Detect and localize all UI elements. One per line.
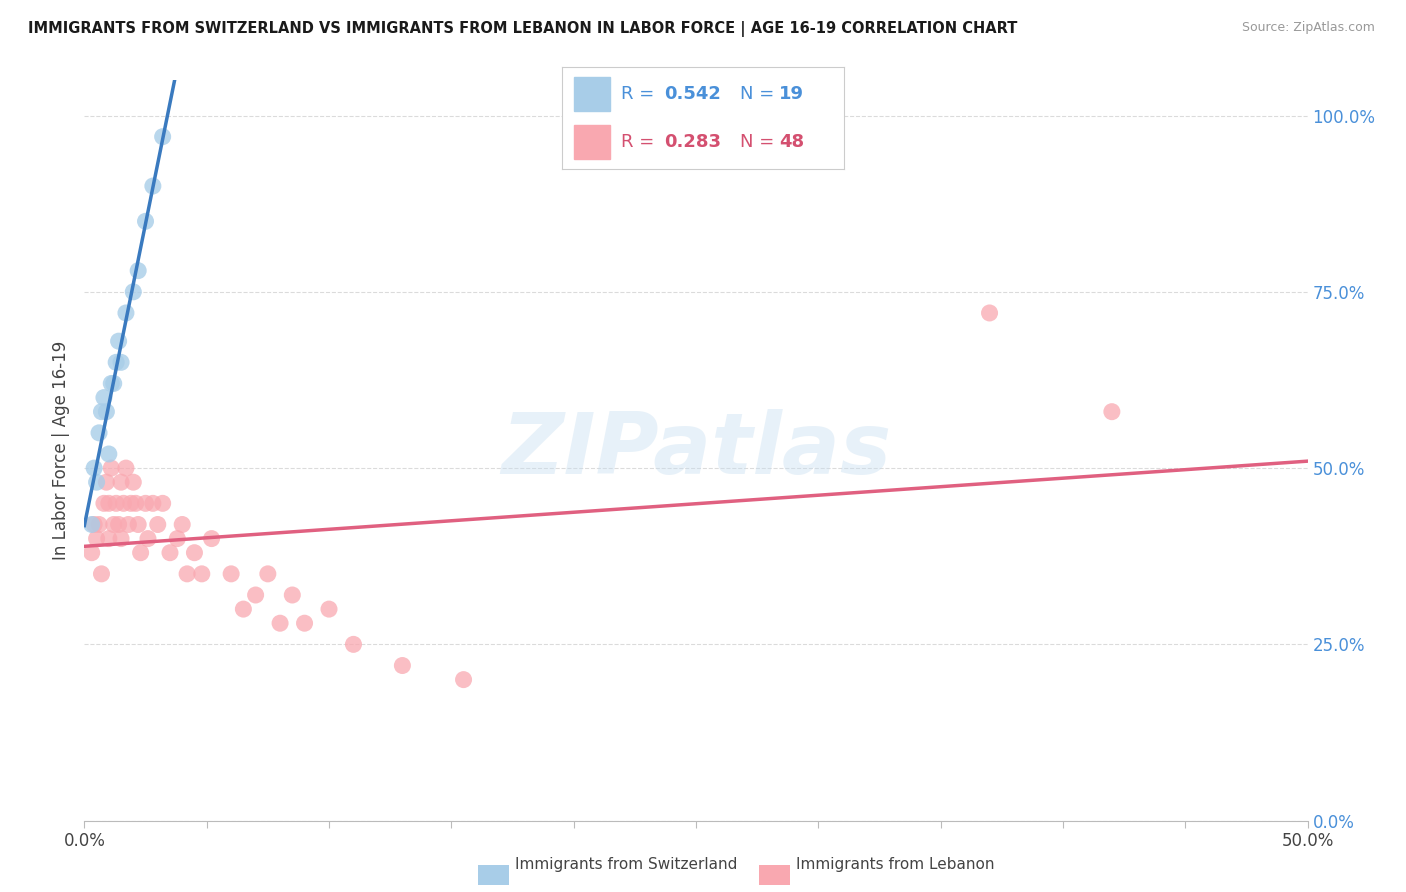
Point [87,425,110,440]
Point [107,334,129,348]
Point [103,376,125,391]
Point [90,405,112,419]
Point [200,532,222,546]
Point [142,496,165,510]
Point [120,496,142,510]
Point [100,376,122,391]
Point [86,532,108,546]
Point [93,391,115,405]
Point [122,285,145,299]
Point [152,129,174,144]
Point [122,475,145,490]
Point [86,475,108,490]
Point [96,405,118,419]
Point [127,263,149,277]
Point [83,461,105,475]
Text: N =: N = [740,133,779,152]
Point [97,532,120,546]
Text: 0.283: 0.283 [664,133,721,152]
Point [318,602,340,616]
Point [176,566,198,581]
Text: 19: 19 [779,85,804,103]
Point [115,306,138,320]
Point [183,546,205,560]
Point [129,546,152,560]
Text: Source: ZipAtlas.com: Source: ZipAtlas.com [1241,21,1375,34]
Bar [574,126,610,159]
Point [166,532,188,546]
Point [83,517,105,532]
Point [391,658,413,673]
Point [232,602,254,616]
Text: N =: N = [740,85,779,103]
Text: Immigrants from Lebanon: Immigrants from Lebanon [796,857,994,872]
Point [87,517,110,532]
Point [245,588,267,602]
Point [105,355,128,369]
Point [135,214,157,228]
Point [294,616,316,631]
Point [107,517,129,532]
Text: ZIPatlas: ZIPatlas [501,409,891,492]
Point [105,496,128,510]
Point [191,566,214,581]
Point [110,532,132,546]
Point [342,637,364,651]
Point [142,179,165,194]
Text: IMMIGRANTS FROM SWITZERLAND VS IMMIGRANTS FROM LEBANON IN LABOR FORCE | AGE 16-1: IMMIGRANTS FROM SWITZERLAND VS IMMIGRANT… [28,21,1018,37]
Point [453,673,475,687]
Point [146,517,169,532]
Text: Immigrants from Switzerland: Immigrants from Switzerland [515,857,737,872]
Text: 48: 48 [779,133,804,152]
Point [219,566,242,581]
Point [979,306,1001,320]
Point [172,517,194,532]
Point [97,447,120,461]
Point [281,588,304,602]
Point [100,461,122,475]
Bar [574,77,610,111]
Point [110,355,132,369]
Text: R =: R = [621,85,661,103]
Point [125,496,148,510]
Point [1101,405,1123,419]
Point [110,475,132,490]
Point [80,517,103,532]
Point [152,496,174,510]
Point [136,532,159,546]
Point [103,517,125,532]
Text: 0.542: 0.542 [664,85,720,103]
Point [112,496,135,510]
Text: R =: R = [621,133,661,152]
Point [127,517,149,532]
Y-axis label: In Labor Force | Age 16-19: In Labor Force | Age 16-19 [52,341,70,560]
Point [115,461,138,475]
Point [257,566,280,581]
Point [93,496,115,510]
Point [135,496,157,510]
Point [159,546,181,560]
Point [90,566,112,581]
Point [97,496,120,510]
Point [117,517,139,532]
Point [269,616,291,631]
Point [96,475,118,490]
Point [80,546,103,560]
